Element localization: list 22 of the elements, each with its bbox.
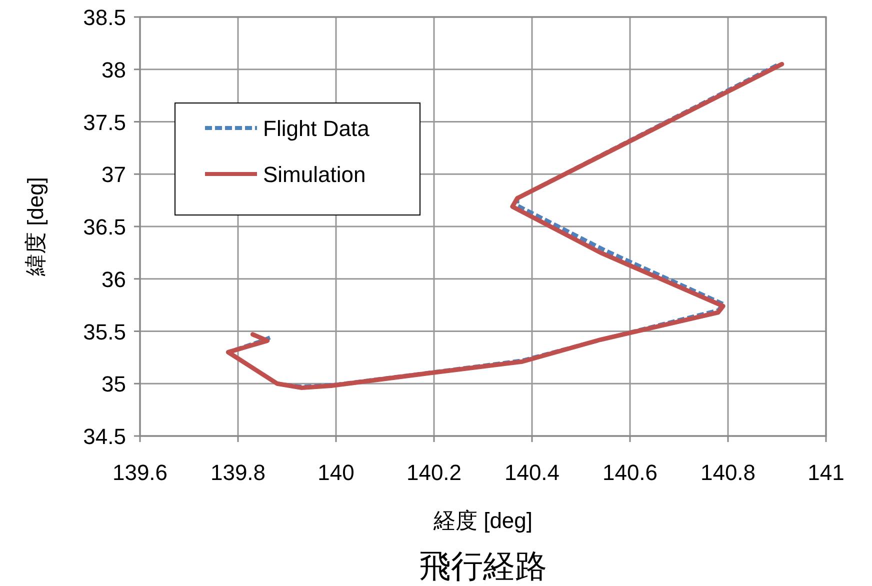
x-tick-label: 140.4 xyxy=(504,460,560,485)
legend-label: Simulation xyxy=(263,162,366,187)
y-tick-label: 37 xyxy=(102,162,126,188)
legend-label: Flight Data xyxy=(263,116,370,141)
y-tick-label: 38.5 xyxy=(83,5,126,30)
x-tick-label: 141 xyxy=(808,460,844,485)
x-tick-label: 139.6 xyxy=(112,460,168,485)
y-tick-label: 36.5 xyxy=(83,214,126,240)
y-tick-label: 37.5 xyxy=(83,110,126,135)
y-tick-label: 38 xyxy=(102,57,126,82)
x-tick-label: 140.2 xyxy=(406,460,462,485)
x-tick-label: 140.8 xyxy=(700,460,756,485)
y-tick-label: 34.5 xyxy=(83,424,126,449)
y-tick-label: 36 xyxy=(102,266,126,292)
x-tick-label: 139.8 xyxy=(210,460,266,485)
x-tick-label: 140.6 xyxy=(602,460,658,485)
y-axis-title: 緯度 [deg] xyxy=(23,176,48,278)
y-tick-label: 35 xyxy=(102,372,126,397)
text: 飛行経路 xyxy=(419,548,547,584)
x-tick-label: 140 xyxy=(318,460,354,485)
x-axis-title: 経度 [deg] xyxy=(432,508,533,533)
y-tick-label: 35.5 xyxy=(83,319,126,344)
